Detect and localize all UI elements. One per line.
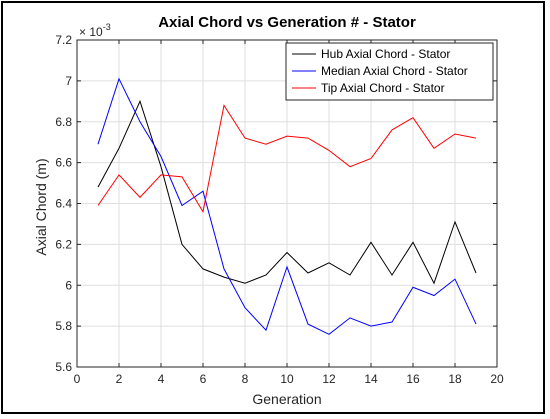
y-tick-label: 5.6	[55, 360, 72, 374]
series-line-1	[97, 99, 477, 285]
x-tick-label: 16	[406, 372, 420, 386]
y-tick-label: 7.2	[55, 33, 72, 47]
y-exponent-label: × 10-3	[79, 22, 111, 39]
x-tick-label: 8	[242, 372, 249, 386]
legend-entry: Median Axial Chord - Stator	[321, 64, 468, 78]
x-tick-label: 4	[158, 372, 165, 386]
series-lines	[97, 77, 477, 335]
y-tick-label: 5.8	[55, 319, 72, 333]
series-line-2	[97, 77, 477, 335]
y-tick-label: 6.6	[55, 156, 72, 170]
x-tick-label: 10	[280, 372, 294, 386]
exponent-base: × 10	[79, 25, 103, 39]
x-tick-label: 12	[322, 372, 336, 386]
y-tick-label: 6.2	[55, 237, 72, 251]
x-tick-label: 14	[364, 372, 378, 386]
x-tick-label: 2	[116, 372, 123, 386]
y-tick-label: 6	[65, 278, 72, 292]
exponent-power: -3	[103, 22, 111, 32]
y-tick-label: 7	[65, 74, 72, 88]
chart-title: Axial Chord vs Generation # - Stator	[158, 14, 416, 31]
legend-box	[285, 42, 494, 101]
legend-entry: Tip Axial Chord - Stator	[321, 81, 445, 95]
x-tick-label: 20	[490, 372, 504, 386]
y-axis-label: Axial Chord (m)	[33, 158, 49, 255]
y-tick-label: 6.4	[55, 197, 72, 211]
axis-ticks: 0 2 4 6 8 10 12 14 16 18 20 5.6 5.8 6 6.2 6.4 6.6 6.8 7 7.2	[55, 33, 504, 386]
series-line-3	[97, 104, 477, 214]
legend: Hub Axial Chord - Stator Median Axial Cho…	[285, 42, 494, 101]
x-tick-label: 6	[200, 372, 207, 386]
x-axis-label: Generation	[252, 391, 321, 407]
y-tick-label: 6.8	[55, 115, 72, 129]
x-tick-label: 18	[448, 372, 462, 386]
legend-entry: Hub Axial Chord - Stator	[321, 47, 450, 61]
x-tick-label: 0	[74, 372, 81, 386]
